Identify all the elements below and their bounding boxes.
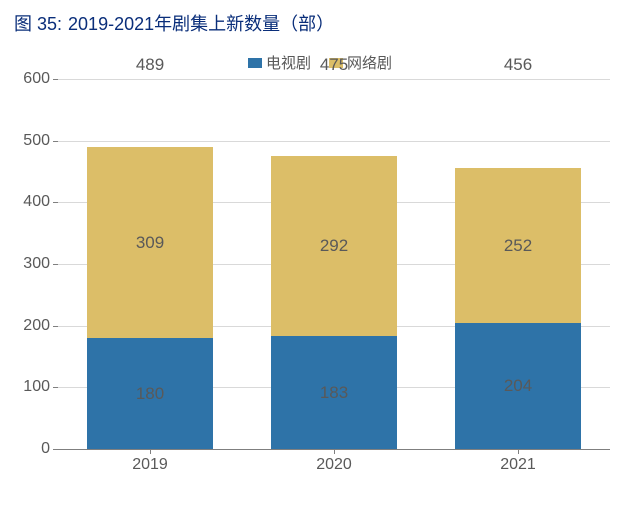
y-axis-label: 300 — [23, 255, 58, 273]
chart-plot-area: 0100200300400500600180309489183292475204… — [58, 79, 610, 450]
segment-value-label: 309 — [87, 233, 213, 253]
segment-value-label: 204 — [455, 376, 581, 396]
segment-tv: 204 — [455, 323, 581, 449]
segment-web: 292 — [271, 156, 397, 336]
segment-value-label: 292 — [271, 236, 397, 256]
bar: 180309489 — [87, 79, 213, 449]
bar: 204252456 — [455, 79, 581, 449]
segment-web: 309 — [87, 147, 213, 338]
y-axis-label: 200 — [23, 317, 58, 335]
segment-value-label: 180 — [87, 384, 213, 404]
y-axis-label: 600 — [23, 70, 58, 88]
segment-tv: 183 — [271, 336, 397, 449]
segment-web: 252 — [455, 168, 581, 323]
x-tick-wrap: 2021 — [455, 450, 581, 474]
figure-number: 图 35: — [14, 10, 62, 36]
chart-title: 2019-2021年剧集上新数量（部） — [68, 10, 334, 36]
segment-value-label: 252 — [455, 236, 581, 256]
x-axis: 2019 2020 2021 — [58, 450, 610, 474]
y-axis-label: 0 — [41, 440, 58, 458]
x-tick-wrap: 2020 — [271, 450, 397, 474]
y-axis-label: 400 — [23, 193, 58, 211]
y-axis-label: 100 — [23, 378, 58, 396]
bars-layer: 180309489183292475204252456 — [58, 79, 610, 449]
chart-title-row: 图 35: 2019-2021年剧集上新数量（部） — [0, 0, 640, 42]
x-tick — [518, 449, 519, 454]
segment-tv: 180 — [87, 338, 213, 449]
legend-swatch-tv — [248, 58, 262, 68]
x-tick-wrap: 2019 — [87, 450, 213, 474]
x-tick — [334, 449, 335, 454]
bar-total-label: 456 — [455, 55, 581, 79]
bar-total-label: 475 — [271, 55, 397, 79]
bar: 183292475 — [271, 79, 397, 449]
x-tick — [150, 449, 151, 454]
y-axis-label: 500 — [23, 132, 58, 150]
bar-total-label: 489 — [87, 55, 213, 79]
segment-value-label: 183 — [271, 383, 397, 403]
